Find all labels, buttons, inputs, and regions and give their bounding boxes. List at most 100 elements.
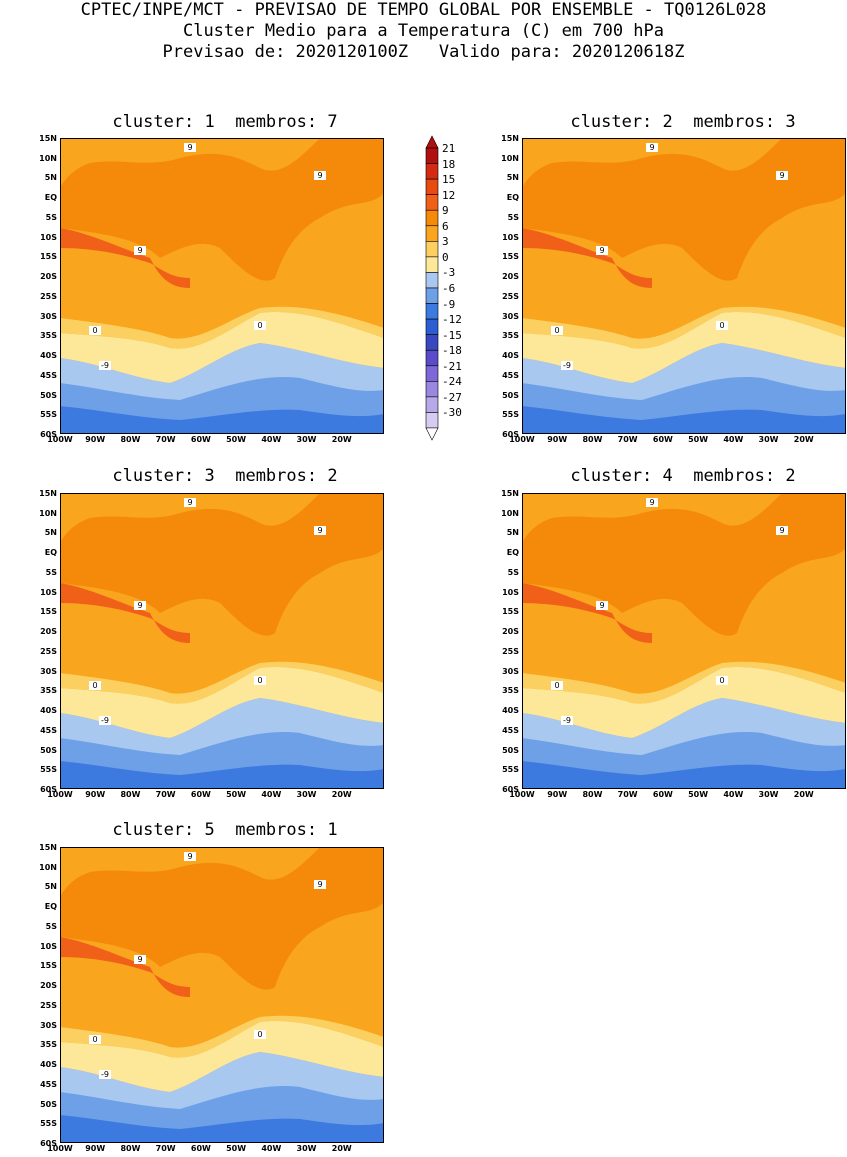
contour-label: 0 [257,321,262,330]
lat-label: 35S [40,1040,57,1050]
lat-label: 20S [40,627,57,637]
colorbar-label: 18 [442,157,456,171]
contour-label: 9 [599,246,604,255]
lat-label: 10N [501,508,519,518]
contour-label: -9 [101,361,109,370]
lat-label: 40S [502,706,519,716]
lon-label: 40W [723,790,744,799]
lon-label: 90W [85,1144,106,1153]
lon-label: 20W [793,790,814,799]
lat-label: 55S [502,765,519,775]
lat-label: 15N [501,134,519,143]
lat-label: 10S [502,587,519,597]
lat-label: 55S [40,410,57,420]
colorbar-swatch [425,256,439,273]
band-minus9 [60,1115,384,1143]
band-0 [522,312,846,383]
colorbar-label: 12 [442,188,456,202]
colorbar-label: 0 [442,250,449,264]
contour-label: 9 [137,601,142,610]
lat-label: 25S [40,1000,57,1010]
lon-label: 80W [120,435,141,444]
lat-label: 25S [40,291,57,301]
band-12 [522,228,652,288]
band-12 [60,228,190,288]
lat-label: 5S [507,567,519,577]
band-0 [60,667,384,738]
lat-label: 5N [44,173,57,183]
lon-label: 40W [261,435,282,444]
lat-label: 10N [501,153,519,163]
lat-label: 20S [40,981,57,991]
lon-label: 60W [652,435,673,444]
lat-label: 60S [40,430,57,439]
lon-label: 90W [85,790,106,799]
lat-label: 45S [40,725,57,735]
lat-label: 30S [40,666,57,676]
colorbar-swatch [425,287,439,304]
lat-label: 5S [45,212,57,222]
band-3 [60,1015,384,1058]
lon-label: 80W [120,790,141,799]
contour-label: 0 [92,326,97,335]
lat-label: 55S [40,1119,57,1129]
contour-label: 0 [554,326,559,335]
header-line-3: Previsao de: 2020120100Z Valido para: 20… [162,42,685,62]
lon-label: 60W [652,790,673,799]
lon-label: 20W [331,790,352,799]
lat-label: 30S [40,1020,57,1030]
lat-label: 45S [40,1079,57,1089]
lat-label: 40S [40,351,57,361]
lat-label: 5N [506,173,519,183]
contour-label: 0 [554,681,559,690]
band-0 [60,1021,384,1092]
lon-label: 60W [190,435,211,444]
colorbar-label: -21 [442,359,462,373]
colorbar-swatch [425,318,439,335]
lat-label: 40S [502,351,519,361]
temperature-map: 9 9 9 0 0 -9 [60,493,384,789]
lat-label: 55S [40,765,57,775]
band-9 [60,847,384,990]
lat-label: 45S [502,725,519,735]
colorbar-swatch [425,194,439,211]
lon-label: 30W [296,790,317,799]
lat-label: 60S [502,785,519,794]
colorbar-swatch [425,396,439,413]
lon-label: 50W [226,790,247,799]
lon-label: 80W [120,1144,141,1153]
lon-label: 100W [47,435,73,444]
lat-label: 10S [40,941,57,951]
contour-label: -9 [563,361,571,370]
contour-label: -9 [101,716,109,725]
band-12 [60,583,190,643]
band-9 [60,138,384,281]
lat-label: 55S [502,410,519,420]
lat-label: 5N [506,528,519,538]
colorbar-swatch [425,334,439,351]
contour-label: 0 [719,676,724,685]
contour-label: 0 [719,321,724,330]
band-9 [60,493,384,636]
lat-label: 5S [45,567,57,577]
lat-label: 15S [502,607,519,617]
lon-label: 100W [509,435,535,444]
lat-label: 50S [502,390,519,400]
lat-label: 25S [40,646,57,656]
colorbar-label: -15 [442,328,462,342]
colorbar-label: 21 [442,142,456,155]
colorbar-label: -30 [442,406,462,420]
panel-title: cluster: 3 membros: 2 [112,466,338,486]
band-0 [522,667,846,738]
band-9 [522,493,846,636]
lat-label: 15S [40,252,57,262]
band-3 [60,306,384,349]
header-line-2: Cluster Medio para a Temperatura (C) em … [182,21,665,41]
lat-label: 15N [39,843,57,852]
colorbar-label: -18 [442,344,462,358]
temperature-map: 9 9 9 0 0 -9 [60,138,384,434]
contour-label: 9 [779,526,784,535]
temperature-map: 9 9 9 0 0 -9 [522,138,846,434]
lat-label: 10N [39,862,57,872]
lon-label: 50W [226,1144,247,1153]
